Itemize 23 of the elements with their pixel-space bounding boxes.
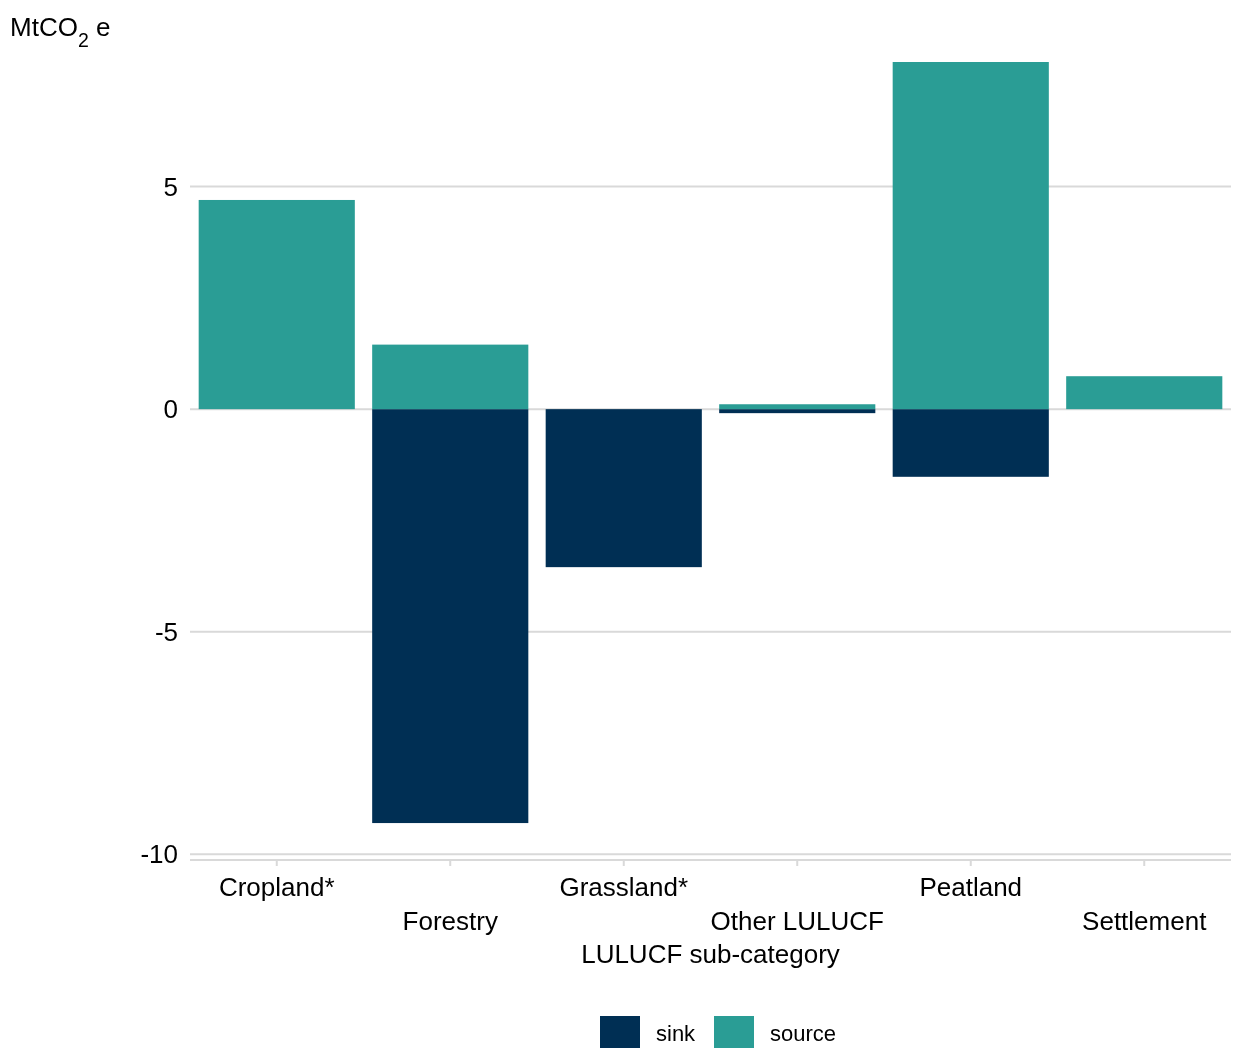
legend-label: sink — [656, 1021, 697, 1046]
y-tick-label: 0 — [163, 394, 178, 425]
bar — [372, 344, 529, 410]
y-tick-label: 5 — [163, 171, 178, 202]
x-tick-label: Cropland* — [218, 872, 335, 902]
bar — [198, 199, 355, 410]
x-tick-label: Forestry — [402, 906, 498, 936]
y-tick-label: -10 — [140, 839, 178, 870]
bar — [719, 409, 876, 414]
x-axis-title: LULUCF sub-category — [581, 939, 840, 969]
bar — [372, 409, 529, 824]
bar — [1066, 376, 1223, 410]
bar — [545, 409, 702, 568]
bar — [892, 409, 1049, 477]
x-tick-label: Grassland* — [559, 872, 689, 902]
y-tick-label: -5 — [154, 616, 178, 647]
bar — [719, 404, 876, 410]
x-tick-label: Settlement — [1082, 906, 1208, 936]
x-tick-label: Peatland — [919, 872, 1023, 902]
x-tick-label: Other LULUCF — [710, 906, 884, 936]
bar — [892, 62, 1049, 410]
legend-label: source — [770, 1021, 837, 1046]
y-axis-title: MtCO$_{2}$ e — [10, 12, 111, 51]
